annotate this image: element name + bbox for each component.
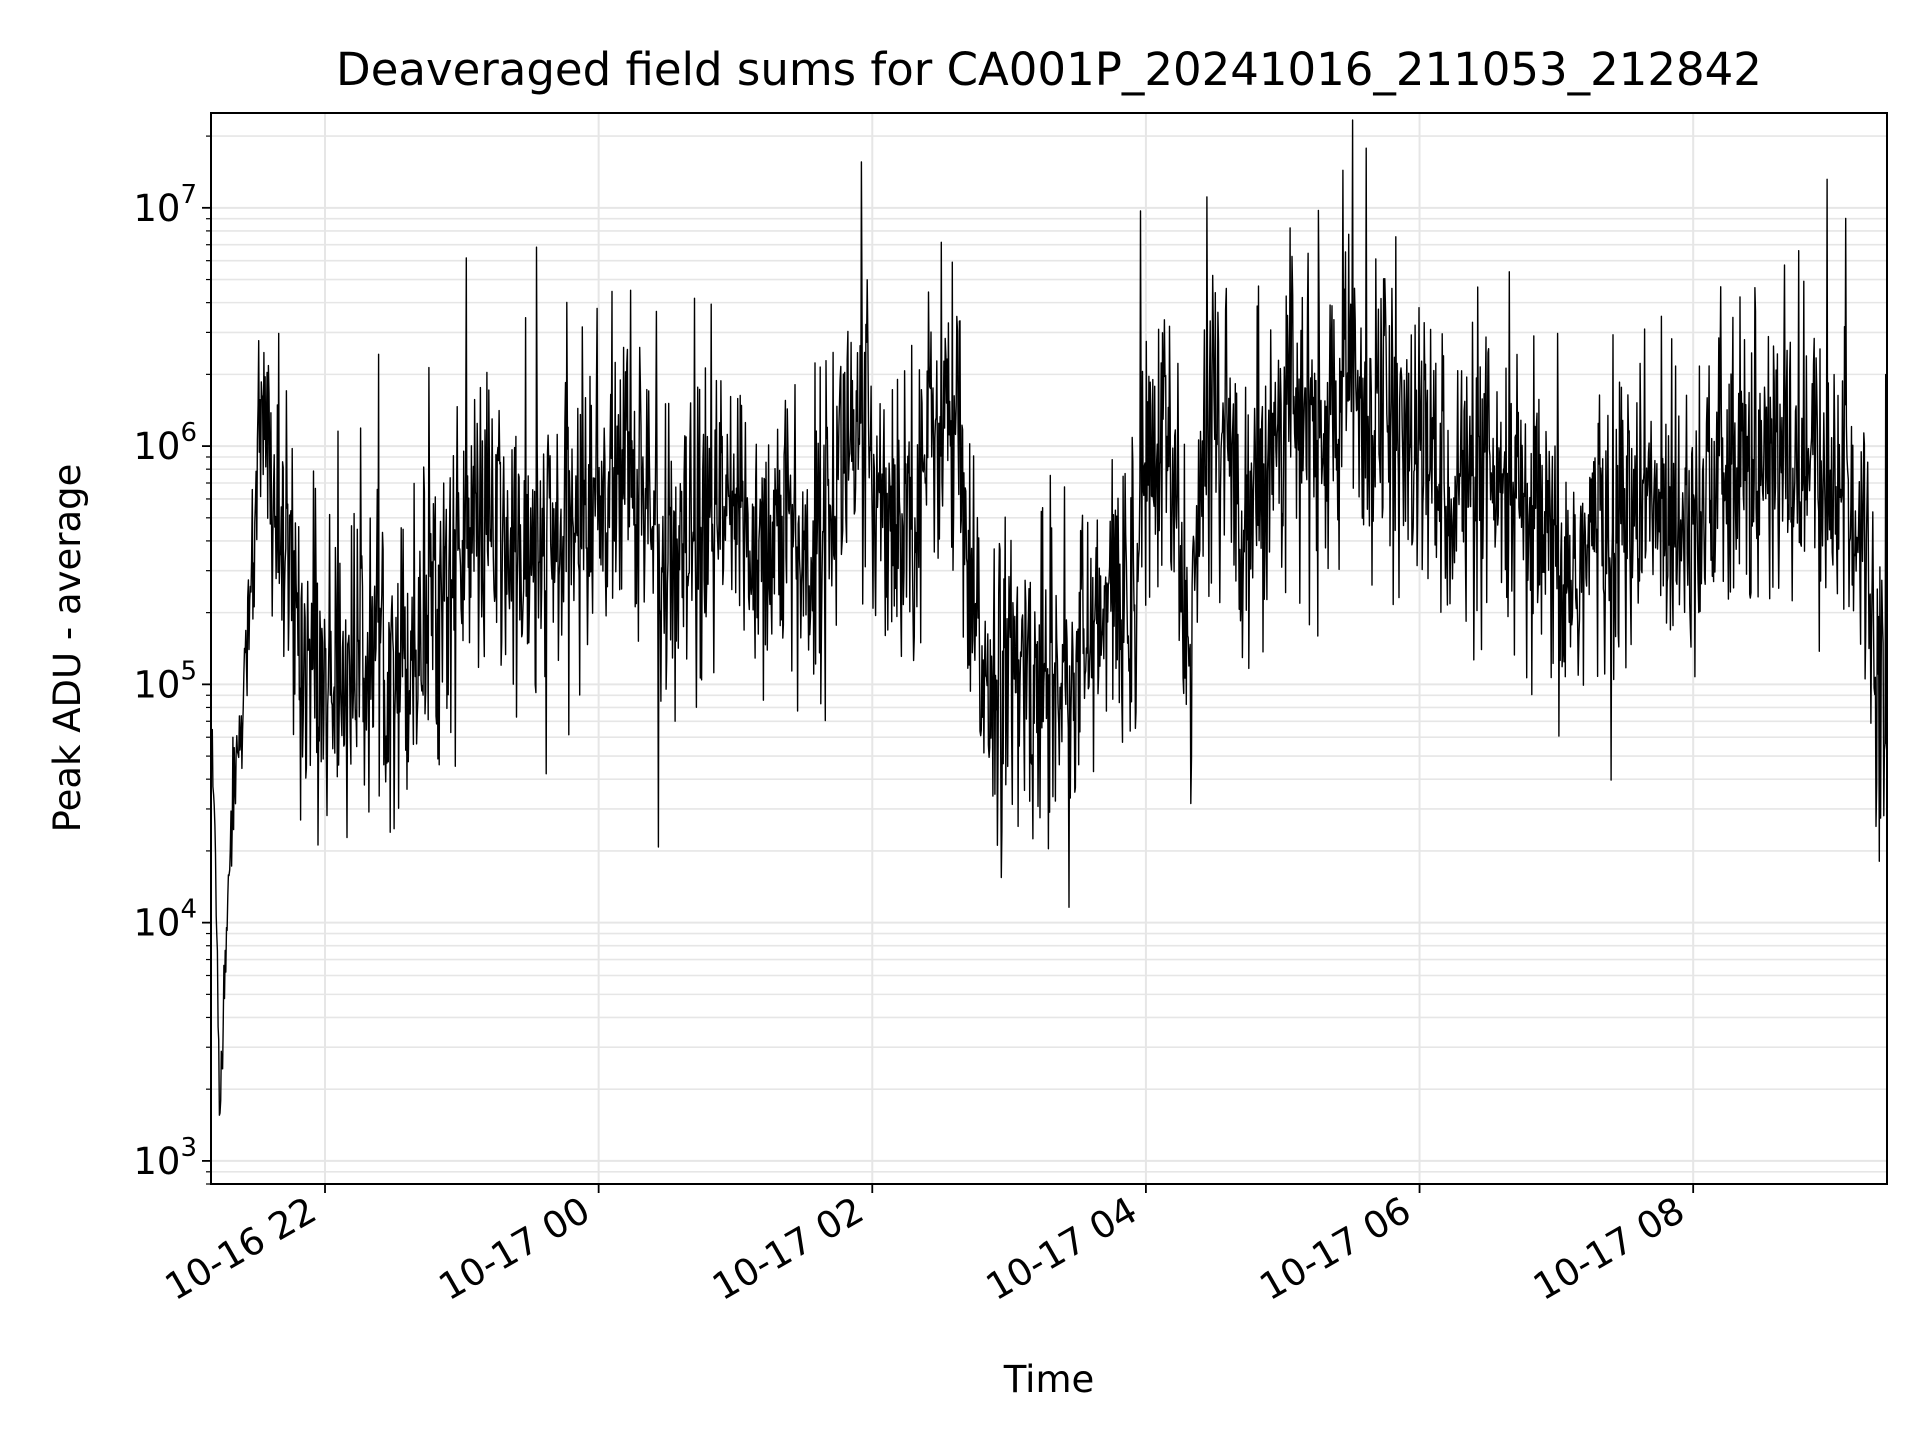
y-tick-label: 106 xyxy=(133,418,197,468)
y-tick-label: 107 xyxy=(133,180,197,230)
y-tick-label: 104 xyxy=(133,895,197,945)
y-axis-label: Peak ADU - average xyxy=(46,464,89,833)
x-axis-label: Time xyxy=(1003,1358,1095,1401)
series-line-0 xyxy=(210,119,1888,1116)
plot-frame xyxy=(210,112,1888,1185)
grid xyxy=(211,113,1887,1185)
chart-title: Deaveraged field sums for CA001P_2024101… xyxy=(336,43,1762,96)
y-tick-label: 105 xyxy=(133,656,197,706)
data-layer xyxy=(210,119,1888,1116)
y-axis: 103 104 105 106 107 xyxy=(133,135,211,1185)
y-tick-label: 103 xyxy=(133,1133,197,1183)
